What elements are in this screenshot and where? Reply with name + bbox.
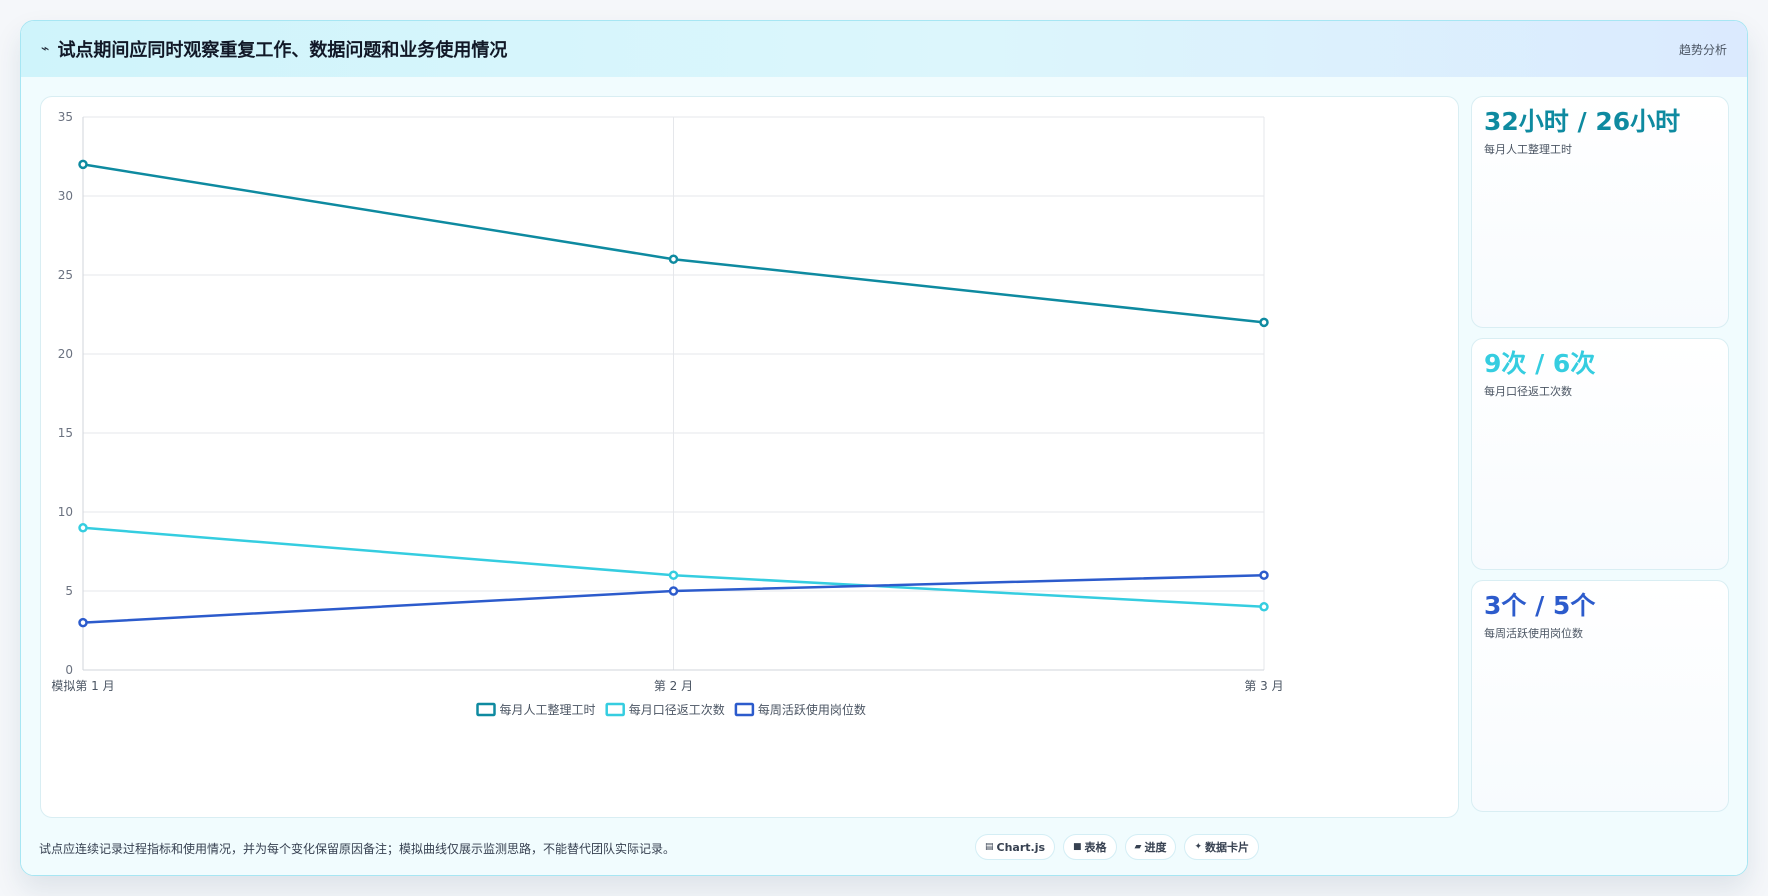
tag-data-cards[interactable]: ✦ 数据卡片 — [1184, 834, 1260, 860]
card-title: 试点期间应同时观察重复工作、数据问题和业务使用情况 — [57, 40, 508, 61]
x-tick-label: 模拟第 1 月 — [51, 679, 114, 693]
card-header: ⌁ 试点期间应同时观察重复工作、数据问题和业务使用情况 趋势分析 — [21, 21, 1747, 77]
tag-label: 数据卡片 — [1205, 841, 1250, 854]
stat-card: 3个 / 5个 每周活跃使用岗位数 — [1471, 580, 1729, 812]
y-tick-label: 15 — [58, 426, 73, 440]
legend-swatch — [734, 702, 755, 717]
stat-value: 3个 / 5个 — [1484, 591, 1596, 620]
dashboard-card: ⌁ 试点期间应同时观察重复工作、数据问题和业务使用情况 趋势分析 0 5 10 15 2… — [20, 20, 1748, 876]
y-tick-label: 0 — [65, 663, 73, 677]
y-tick-label: 5 — [65, 584, 73, 598]
y-tick-label: 10 — [58, 505, 73, 519]
data-point — [1259, 602, 1269, 612]
stat-value: 32小时 / 26小时 — [1484, 107, 1681, 136]
data-point — [1259, 317, 1269, 328]
legend-label: 每周活跃使用岗位数 — [758, 702, 866, 717]
stat-label: 每月口径返工次数 — [1484, 385, 1572, 398]
y-tick-label: 35 — [58, 110, 73, 124]
card-body: 0 5 10 15 20 25 30 35 模拟第 1 月第 2 月第 3 月每月人工整理工时每… — [21, 77, 1747, 875]
tag-progress[interactable]: ▰ 进度 — [1124, 834, 1177, 860]
legend-swatch — [605, 702, 625, 717]
data-point — [78, 523, 88, 533]
stat-card: 9次 / 6次 每月口径返工次数 — [1471, 338, 1729, 570]
tag-label: 进度 — [1144, 841, 1167, 854]
legend-label: 每月口径返工次数 — [629, 702, 725, 717]
tag-label: Chart.js — [996, 840, 1046, 854]
y-tick-label: 20 — [58, 347, 73, 361]
sparkle-icon: ✦ — [1194, 842, 1203, 852]
pulse-icon: ⌁ — [41, 41, 50, 57]
chart-panel: 0 5 10 15 20 25 30 35 模拟第 1 月 第 2 月 第 3 月每月人工整理工时 每… — [40, 96, 1459, 818]
data-point — [668, 586, 679, 596]
data-point — [1259, 570, 1269, 580]
footer-note: 试点应连续记录过程指标和使用情况，并为每个变化保留原因备注；模拟曲线仅展示监测思… — [39, 842, 676, 856]
y-tick-label: 25 — [58, 268, 73, 282]
data-point — [78, 617, 88, 628]
legend-label: 每月人工整理工时 — [500, 702, 596, 717]
tag-chartjs[interactable]: ▤ Chart.js — [975, 834, 1056, 860]
stat-value: 9次 / 6次 — [1484, 349, 1596, 378]
x-tick-label: 第 2 月 — [654, 679, 693, 693]
tag-label: 表格 — [1084, 841, 1107, 854]
data-point — [668, 254, 679, 264]
stat-card: 32小时 / 26小时 每月人工整理工时 — [1471, 96, 1729, 328]
tag-list: ▤ Chart.js ■ 表格 ▰ 进度 ✦ 数据卡片 — [975, 834, 1260, 860]
table-icon: ■ — [1073, 842, 1082, 852]
y-tick-label: 30 — [58, 189, 73, 203]
legend-swatch — [476, 702, 496, 717]
data-point — [668, 570, 679, 580]
stat-label: 每月人工整理工时 — [1484, 143, 1572, 156]
stat-label: 每周活跃使用岗位数 — [1484, 627, 1583, 640]
tag-table[interactable]: ■ 表格 — [1063, 834, 1117, 860]
progress-icon: ▰ — [1134, 842, 1142, 852]
x-tick-label: 第 3 月 — [1244, 679, 1283, 693]
chart-icon: ▤ — [985, 842, 994, 852]
data-point — [78, 159, 88, 170]
trend-analysis-badge: 趋势分析 — [1678, 42, 1727, 57]
